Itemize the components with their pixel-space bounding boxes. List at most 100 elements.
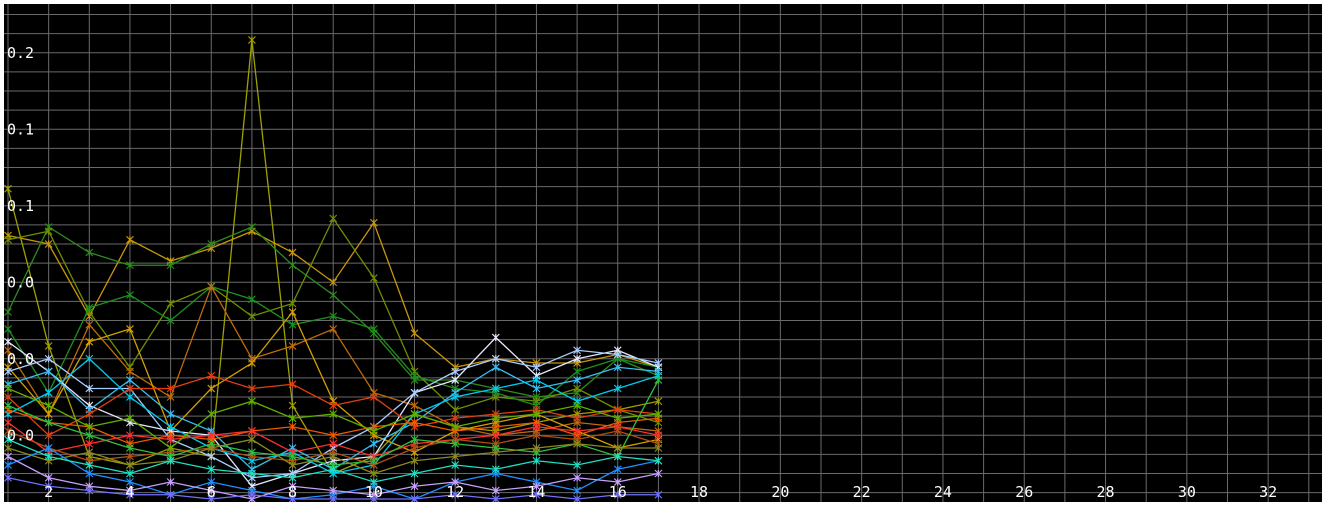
data-point-marker — [4, 235, 12, 244]
y-tick-label: 0.1 — [7, 120, 34, 138]
data-point-marker — [654, 431, 663, 440]
data-point-marker — [166, 410, 175, 418]
data-point-marker — [532, 384, 541, 393]
data-point-marker — [573, 473, 582, 482]
data-point-marker — [329, 452, 338, 461]
data-point-marker — [451, 414, 460, 423]
data-point-marker — [247, 490, 256, 499]
data-point-marker — [288, 401, 297, 410]
data-point-marker — [247, 312, 256, 321]
x-tick-label: 16 — [609, 483, 627, 501]
data-point-marker — [573, 401, 582, 410]
data-point-marker — [4, 337, 12, 346]
x-tick-label: 8 — [288, 483, 297, 501]
data-point-marker — [491, 363, 500, 372]
x-tick-label: 30 — [1178, 483, 1196, 501]
data-point-marker — [247, 359, 256, 367]
data-point-marker — [329, 495, 338, 502]
data-point-marker — [85, 469, 94, 478]
x-tick-label: 28 — [1097, 483, 1115, 501]
series-4 — [4, 214, 663, 427]
data-point-marker — [4, 401, 12, 410]
x-tick-label: 20 — [771, 483, 789, 501]
data-point-marker — [288, 261, 297, 270]
data-point-marker — [4, 418, 12, 427]
data-point-marker — [654, 444, 663, 452]
data-point-marker — [369, 439, 378, 448]
data-point-marker — [4, 393, 12, 401]
data-point-marker — [613, 478, 622, 486]
y-tick-label: 0.0 — [7, 273, 34, 291]
data-point-marker — [207, 444, 216, 452]
data-point-marker — [573, 495, 582, 502]
data-point-marker — [451, 478, 460, 486]
data-point-marker — [4, 473, 12, 482]
x-tick-label: 18 — [690, 483, 708, 501]
data-point-marker — [247, 435, 256, 444]
series-20 — [4, 452, 663, 502]
data-point-marker — [44, 452, 53, 461]
data-point-marker — [44, 354, 53, 363]
data-point-marker — [126, 261, 134, 270]
data-point-marker — [85, 461, 94, 469]
data-point-marker — [4, 452, 12, 461]
data-point-marker — [4, 427, 12, 435]
data-point-marker — [451, 422, 460, 431]
data-point-marker — [207, 282, 216, 291]
data-point-marker — [126, 384, 134, 393]
data-point-marker — [207, 465, 216, 474]
data-point-marker — [654, 469, 663, 478]
data-point-marker — [654, 397, 663, 406]
data-point-marker — [44, 418, 53, 427]
data-point-marker — [491, 465, 500, 474]
data-point-marker — [247, 427, 256, 435]
y-axis-tick-labels: 0.0 0.0 0.0 0.1 0.1 0.2 — [7, 44, 34, 445]
data-point-marker — [166, 299, 175, 308]
data-point-marker — [451, 393, 460, 401]
data-point-marker — [288, 308, 297, 316]
data-point-marker — [288, 320, 297, 329]
data-point-marker — [491, 414, 500, 423]
data-point-marker — [247, 295, 256, 304]
data-point-marker — [491, 333, 500, 342]
data-point-marker — [126, 367, 134, 376]
data-point-marker — [126, 414, 134, 423]
data-point-marker — [573, 384, 582, 393]
data-point-marker — [369, 393, 378, 401]
data-point-marker — [288, 482, 297, 491]
data-point-marker — [85, 422, 94, 431]
data-point-marker — [4, 346, 12, 355]
data-point-marker — [85, 410, 94, 418]
data-point-marker — [288, 414, 297, 423]
y-tick-label: 0.0 — [7, 350, 34, 368]
data-point-marker — [85, 384, 94, 393]
x-tick-label: 26 — [1015, 483, 1033, 501]
line-chart-panel: 0.0 0.0 0.0 0.1 0.1 0.2 2 4 6 8 10 12 14 16 18 20 22 24 2… — [4, 4, 1322, 502]
data-point-marker — [410, 418, 419, 427]
data-point-marker — [288, 422, 297, 431]
data-point-marker — [166, 316, 175, 325]
data-point-marker — [532, 490, 541, 499]
data-point-marker — [532, 431, 541, 440]
x-tick-label: 2 — [44, 483, 53, 501]
data-point-marker — [451, 376, 460, 384]
data-point-marker — [329, 312, 338, 321]
data-point-marker — [4, 308, 12, 316]
data-point-marker — [44, 410, 53, 418]
data-point-marker — [410, 495, 419, 502]
x-tick-label: 12 — [446, 483, 464, 501]
data-point-marker — [288, 461, 297, 469]
data-point-marker — [126, 325, 134, 333]
data-point-marker — [166, 393, 175, 401]
data-point-marker — [369, 495, 378, 502]
data-point-marker — [166, 478, 175, 486]
data-point-marker — [532, 422, 541, 431]
data-point-marker — [410, 329, 419, 338]
data-point-marker — [126, 431, 134, 440]
data-point-marker — [573, 486, 582, 495]
data-point-marker — [613, 427, 622, 435]
x-axis-tick-labels: 2 4 6 8 10 12 14 16 18 20 22 24 26 28 30 32 — [44, 483, 1277, 501]
data-point-marker — [207, 486, 216, 495]
data-point-marker — [410, 410, 419, 418]
data-point-marker — [44, 401, 53, 410]
